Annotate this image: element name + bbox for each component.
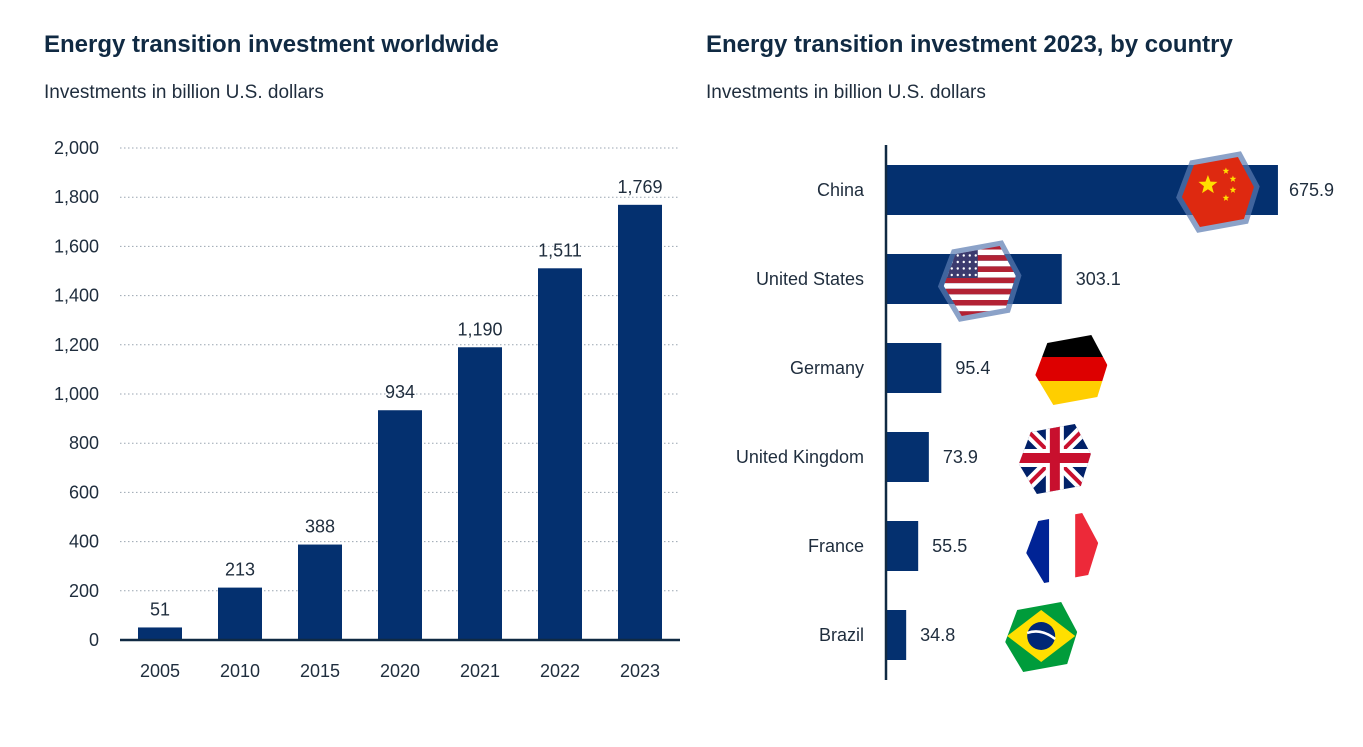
- data-label: 55.5: [932, 536, 967, 556]
- data-label: 34.8: [920, 625, 955, 645]
- y-tick-label: 1,600: [54, 236, 99, 256]
- y-tick-label: 1,400: [54, 286, 99, 306]
- y-tick-label: 400: [69, 532, 99, 552]
- y-tick-label: 0: [89, 630, 99, 650]
- data-label: 303.1: [1076, 269, 1121, 289]
- right-chart-title: Energy transition investment 2023, by co…: [706, 31, 1233, 58]
- bar: [618, 204, 662, 641]
- data-label: 1,769: [617, 177, 662, 197]
- france-flag-icon: [1026, 513, 1099, 583]
- bar: [886, 343, 942, 393]
- y-tick-label: 200: [69, 581, 99, 601]
- left-chart-subtitle: Investments in billion U.S. dollars: [44, 82, 324, 103]
- x-tick-label: 2021: [460, 661, 500, 681]
- category-label: United Kingdom: [736, 447, 864, 467]
- y-tick-label: 600: [69, 482, 99, 502]
- x-tick-label: 2015: [300, 661, 340, 681]
- usa-flag-icon: [937, 240, 1022, 322]
- data-label: 934: [385, 382, 415, 402]
- bar: [298, 544, 342, 640]
- y-tick-label: 1,200: [54, 335, 99, 355]
- bar: [886, 610, 907, 660]
- data-label: 675.9: [1289, 180, 1334, 200]
- bar: [886, 521, 919, 571]
- china-flag-icon: [1176, 151, 1260, 233]
- right-chart-subtitle: Investments in billion U.S. dollars: [706, 82, 986, 103]
- data-label: 73.9: [943, 447, 978, 467]
- bar: [138, 627, 182, 640]
- data-label: 213: [225, 560, 255, 580]
- category-label: United States: [756, 269, 864, 289]
- data-label: 1,190: [457, 319, 502, 339]
- data-label: 51: [150, 599, 170, 619]
- bar: [538, 268, 582, 640]
- x-tick-label: 2022: [540, 661, 580, 681]
- bar: [218, 587, 262, 640]
- data-label: 388: [305, 517, 335, 537]
- data-label: 95.4: [955, 358, 990, 378]
- category-label: Brazil: [819, 625, 864, 645]
- brazil-flag-icon: [1005, 602, 1078, 672]
- data-label: 1,511: [538, 240, 582, 260]
- bar: [378, 410, 422, 640]
- x-tick-label: 2023: [620, 661, 660, 681]
- x-tick-label: 2020: [380, 661, 420, 681]
- uk-flag-icon: [1018, 424, 1091, 494]
- left-chart-title: Energy transition investment worldwide: [44, 31, 499, 58]
- y-tick-label: 1,800: [54, 187, 99, 207]
- category-label: China: [817, 180, 865, 200]
- y-tick-label: 1,000: [54, 384, 99, 404]
- bar: [886, 432, 929, 482]
- x-tick-label: 2010: [220, 661, 260, 681]
- x-tick-label: 2005: [140, 661, 180, 681]
- bar: [458, 347, 502, 640]
- y-tick-label: 2,000: [54, 138, 99, 158]
- germany-flag-icon: [1035, 335, 1108, 405]
- category-label: Germany: [790, 358, 864, 378]
- category-label: France: [808, 536, 864, 556]
- worldwide-bar-chart: 0 200 400 600 800 1,000 1,200 1,400 1,600 1,800 2,…: [54, 138, 680, 681]
- y-tick-label: 800: [69, 433, 99, 453]
